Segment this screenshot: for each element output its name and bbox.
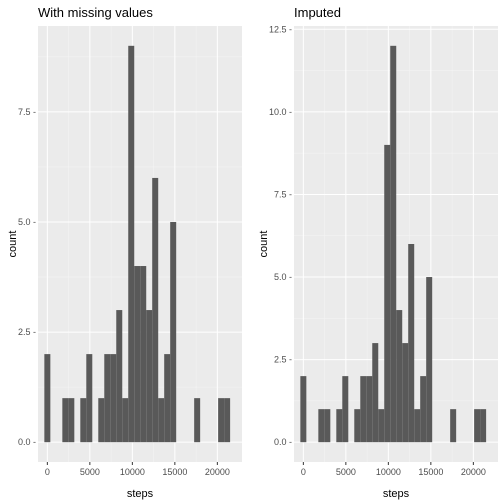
- histogram-bar: [80, 398, 86, 442]
- x-tick-label: 15000: [418, 467, 443, 477]
- histogram-bar: [62, 398, 68, 442]
- histogram-bar: [110, 354, 116, 442]
- histogram-bar: [164, 354, 170, 442]
- histogram-bar: [390, 46, 396, 442]
- histogram-bar: [408, 244, 414, 442]
- x-tick-label: 15000: [162, 467, 187, 477]
- histogram-bar: [324, 409, 330, 442]
- histogram-bar: [354, 409, 360, 442]
- histogram-bar: [378, 409, 384, 442]
- histogram-bar: [450, 409, 456, 442]
- x-tick-label: 5000: [80, 467, 100, 477]
- panel-title: Imputed: [294, 5, 341, 20]
- histogram-bar: [116, 310, 122, 442]
- histogram-bar: [134, 266, 140, 442]
- histogram-bar: [68, 398, 74, 442]
- histogram-bar: [104, 354, 110, 442]
- x-tick-label: 0: [301, 467, 306, 477]
- histogram-bar: [360, 376, 366, 442]
- x-axis-ticks: 0 5000 10000 15000 20000: [301, 462, 486, 477]
- y-tick-label: 0.0 -: [274, 437, 292, 447]
- histogram-bar: [146, 310, 152, 442]
- histogram-bar: [474, 409, 480, 442]
- histogram-bar: [98, 398, 104, 442]
- histogram-bar: [372, 343, 378, 442]
- y-tick-label: 5.0 -: [18, 217, 36, 227]
- y-tick-label: 7.5 -: [274, 189, 292, 199]
- histogram-bar: [152, 178, 158, 442]
- histogram-bar: [128, 46, 134, 442]
- y-axis-title: count: [258, 231, 270, 258]
- panel-title: With missing values: [38, 5, 153, 20]
- y-tick-label: 12.5 -: [269, 24, 292, 34]
- x-axis-title: steps: [383, 488, 410, 500]
- histogram-bar: [170, 222, 176, 442]
- x-axis-ticks: 0 5000 10000 15000 20000: [45, 462, 230, 477]
- x-tick-label: 10000: [376, 467, 401, 477]
- y-tick-label: 5.0 -: [274, 272, 292, 282]
- histogram-bar: [420, 376, 426, 442]
- x-tick-label: 20000: [461, 467, 486, 477]
- y-tick-label: 2.5 -: [18, 327, 36, 337]
- histogram-bar: [384, 145, 390, 442]
- histogram-bar: [122, 398, 128, 442]
- histogram-bar: [396, 310, 402, 442]
- x-axis-title: steps: [127, 488, 154, 500]
- x-tick-label: 5000: [336, 467, 356, 477]
- histogram-bar: [426, 277, 432, 442]
- x-tick-label: 10000: [120, 467, 145, 477]
- histogram-bar: [194, 398, 200, 442]
- panel-imputed: Imputed 0.0 - 2.5 - 5.0 - 7.5 - 10.0 - 12.5 -…: [258, 5, 498, 500]
- histogram-bar: [480, 409, 486, 442]
- x-tick-label: 20000: [205, 467, 230, 477]
- y-tick-label: 0.0 -: [18, 437, 36, 447]
- y-axis-title: count: [7, 231, 19, 258]
- histogram-bar: [402, 343, 408, 442]
- histogram-bar: [218, 398, 224, 442]
- panel-with-missing-values: With missing values 0.0 - 2.5 - 5.0 - 7.5 -…: [7, 5, 242, 500]
- x-tick-label: 0: [45, 467, 50, 477]
- histogram-bar: [224, 398, 230, 442]
- histogram-bar: [140, 266, 146, 442]
- histogram-bar: [336, 409, 342, 442]
- histogram-bar: [44, 354, 50, 442]
- histogram-bar: [318, 409, 324, 442]
- y-tick-label: 10.0 -: [269, 107, 292, 117]
- histogram-bar: [366, 376, 372, 442]
- y-tick-label: 2.5 -: [274, 355, 292, 365]
- histogram-bar: [342, 376, 348, 442]
- histogram-bar: [300, 376, 306, 442]
- histogram-bar: [158, 398, 164, 442]
- histogram-bar: [86, 354, 92, 442]
- y-axis-ticks: 0.0 - 2.5 - 5.0 - 7.5 - 10.0 - 12.5 -: [269, 24, 292, 447]
- histogram-bar: [414, 409, 420, 442]
- y-tick-label: 7.5 -: [18, 107, 36, 117]
- y-axis-ticks: 0.0 - 2.5 - 5.0 - 7.5 -: [18, 107, 36, 447]
